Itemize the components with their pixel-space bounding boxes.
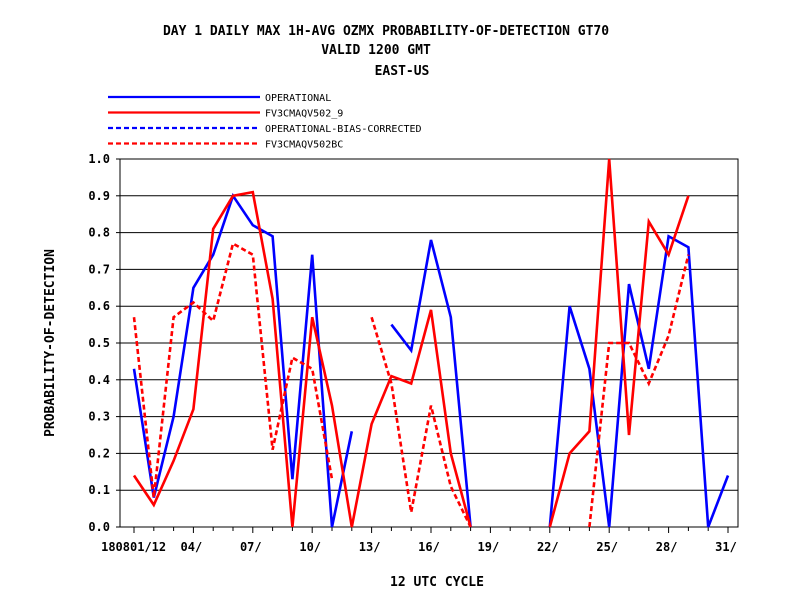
x-tick-label: 13/ — [359, 540, 381, 554]
y-tick-label: 0.4 — [88, 373, 110, 387]
y-tick-label: 0.9 — [88, 189, 110, 203]
series-line — [390, 239, 472, 528]
legend: OPERATIONAL FV3CMAQV502_9 OPERATIONAL-BIAS… — [108, 93, 422, 151]
x-tick-label: 04/ — [181, 540, 203, 554]
x-tick-label: 07/ — [240, 540, 262, 554]
series-line — [548, 158, 690, 528]
series-1 — [132, 158, 690, 528]
x-tick-label: 31/ — [715, 540, 737, 554]
x-tick-label: 01/12 — [130, 540, 166, 554]
x-tick-label: 10/ — [299, 540, 321, 554]
x-axis-label: 12 UTC CYCLE — [390, 575, 484, 590]
x-tick-label: 16/ — [418, 540, 440, 554]
y-tick-label: 0.5 — [88, 336, 110, 350]
y-axis-ticks: 0.0 0.1 0.2 0.3 0.4 0.5 0.6 0.7 0.8 0.9 1.0 — [88, 152, 120, 534]
x-tick-label-year: 1808 — [101, 540, 130, 554]
legend-label: OPERATIONAL — [265, 93, 331, 104]
y-tick-label: 0.8 — [88, 226, 110, 240]
series-line — [132, 190, 472, 528]
x-tick-label: 28/ — [656, 540, 678, 554]
x-tick-label: 25/ — [596, 540, 618, 554]
chart-title-line-2: VALID 1200 GMT — [321, 43, 431, 58]
y-tick-label: 0.1 — [88, 483, 110, 497]
legend-label: FV3CMAQV502BC — [265, 140, 343, 151]
series-line — [370, 316, 472, 528]
series-3 — [132, 241, 690, 528]
x-tick-label: 22/ — [537, 540, 559, 554]
y-tick-label: 0.0 — [88, 520, 110, 534]
x-tick-label: 19/ — [478, 540, 500, 554]
x-axis-ticks: 1808 01/12 04/07/10/13/16/19/22/25/28/31/ — [101, 527, 737, 554]
chart-title-line-1: DAY 1 DAILY MAX 1H-AVG OZMX PROBABILITY-… — [163, 24, 609, 39]
y-tick-label: 0.6 — [88, 299, 110, 313]
legend-label: OPERATIONAL-BIAS-CORRECTED — [265, 124, 422, 135]
legend-label: FV3CMAQV502_9 — [265, 109, 343, 120]
y-tick-label: 0.7 — [88, 262, 110, 276]
series-line — [588, 254, 690, 528]
series-line — [132, 192, 354, 528]
y-tick-label: 0.2 — [88, 446, 110, 460]
y-tick-label: 0.3 — [88, 410, 110, 424]
y-axis-label: PROBABILITY-OF-DETECTION — [43, 249, 58, 437]
series-lines — [132, 158, 730, 528]
chart-title-line-3: EAST-US — [375, 64, 430, 79]
y-tick-label: 1.0 — [88, 152, 110, 166]
